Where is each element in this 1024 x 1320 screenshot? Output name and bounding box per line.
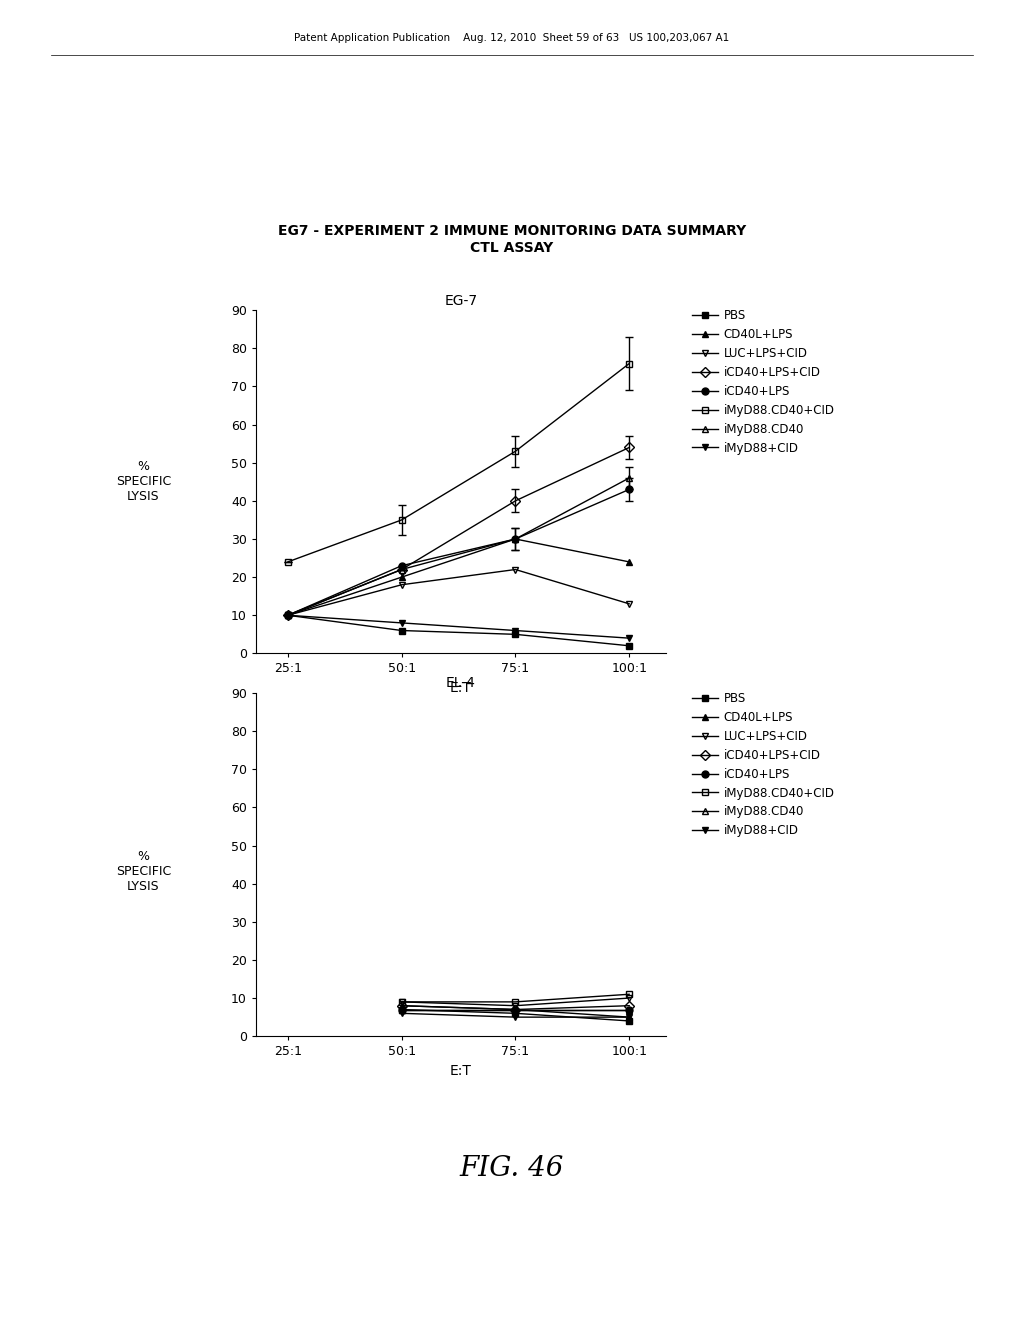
X-axis label: E:T: E:T [450, 681, 472, 696]
Text: %
SPECIFIC
LYSIS: % SPECIFIC LYSIS [116, 850, 171, 892]
Title: EL-4: EL-4 [445, 676, 476, 690]
Legend: PBS, CD40L+LPS, LUC+LPS+CID, iCD40+LPS+CID, iCD40+LPS, iMyD88.CD40+CID, iMyD88.C: PBS, CD40L+LPS, LUC+LPS+CID, iCD40+LPS+C… [692, 309, 835, 454]
Text: %
SPECIFIC
LYSIS: % SPECIFIC LYSIS [116, 461, 171, 503]
Text: FIG. 46: FIG. 46 [460, 1155, 564, 1181]
Text: EG7 - EXPERIMENT 2 IMMUNE MONITORING DATA SUMMARY
CTL ASSAY: EG7 - EXPERIMENT 2 IMMUNE MONITORING DAT… [278, 224, 746, 255]
Legend: PBS, CD40L+LPS, LUC+LPS+CID, iCD40+LPS+CID, iCD40+LPS, iMyD88.CD40+CID, iMyD88.C: PBS, CD40L+LPS, LUC+LPS+CID, iCD40+LPS+C… [692, 692, 835, 837]
Title: EG-7: EG-7 [444, 293, 477, 308]
X-axis label: E:T: E:T [450, 1064, 472, 1078]
Text: Patent Application Publication    Aug. 12, 2010  Sheet 59 of 63   US 100,203,067: Patent Application Publication Aug. 12, … [294, 33, 730, 44]
